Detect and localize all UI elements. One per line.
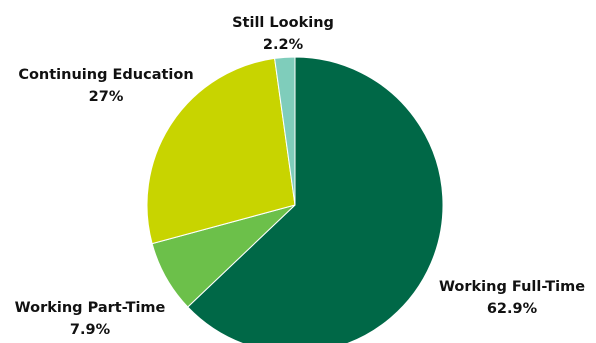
slice-value-label-continuing-education: 27% <box>89 89 124 105</box>
pie-slice-continuing-education <box>146 57 296 245</box>
pie-slice-working-full-time <box>187 56 444 343</box>
slice-value-label-still-looking: 2.2% <box>263 37 304 53</box>
pie-slices <box>146 56 444 343</box>
pie-slice-still-looking <box>274 56 296 206</box>
slice-value-label-working-part-time: 7.9% <box>70 322 111 338</box>
slice-name-label-working-full-time: Working Full-Time <box>439 279 585 295</box>
slice-name-label-continuing-education: Continuing Education <box>18 67 193 83</box>
slice-name-label-still-looking: Still Looking <box>232 15 334 31</box>
slice-value-label-working-full-time: 62.9% <box>487 301 538 317</box>
slice-name-label-working-part-time: Working Part-Time <box>15 300 166 316</box>
